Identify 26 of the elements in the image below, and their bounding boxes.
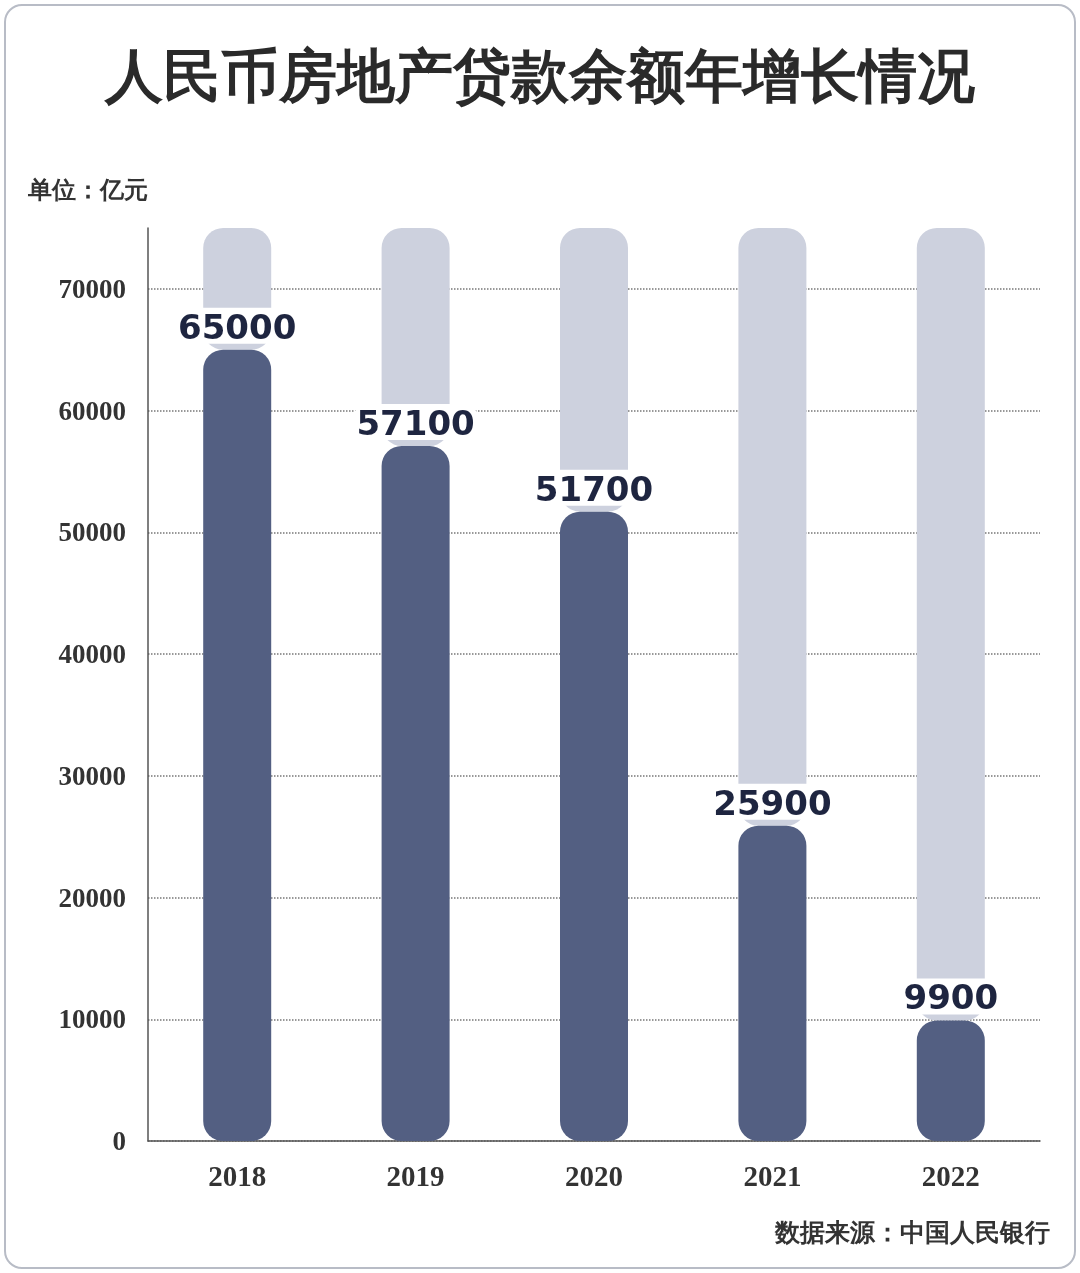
y-tick-label: 60000 — [58, 395, 126, 426]
bar — [916, 1020, 985, 1141]
x-tick-label: 2022 — [921, 1159, 980, 1192]
x-tick-label: 2021 — [743, 1159, 802, 1192]
data-label: 65000 — [178, 306, 297, 347]
data-label: 51700 — [534, 468, 654, 509]
bar — [381, 445, 450, 1141]
bar — [203, 349, 272, 1141]
y-tick-label: 40000 — [58, 639, 126, 670]
x-tick-label: 2019 — [386, 1159, 445, 1192]
data-label: 25900 — [713, 782, 832, 823]
x-tick-label: 2018 — [208, 1159, 267, 1192]
x-tick-label: 2020 — [565, 1159, 623, 1192]
y-tick-label: 20000 — [58, 882, 126, 913]
data-label: 9900 — [903, 977, 999, 1018]
data-label: 57100 — [356, 402, 475, 443]
chart-title: 人民币房地产贷款余额年增长情况 — [104, 43, 975, 109]
y-tick-label: 30000 — [58, 760, 126, 791]
y-tick-label: 0 — [112, 1126, 126, 1156]
source-note: 数据来源：中国人民银行 — [774, 1219, 1050, 1246]
bar — [560, 511, 628, 1141]
y-axis-title: 单位：亿元 — [27, 177, 148, 203]
y-tick-label: 50000 — [58, 517, 126, 548]
bar — [738, 825, 807, 1141]
y-tick-label: 10000 — [58, 1004, 126, 1035]
y-tick-label: 70000 — [58, 273, 126, 304]
